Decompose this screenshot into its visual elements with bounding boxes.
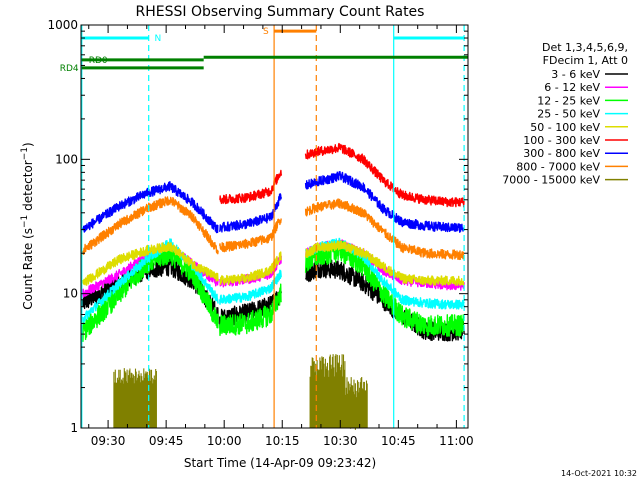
legend-label-3: 25 - 50 keV: [537, 108, 600, 121]
y-axis-label: Count Rate (s−1 detector−1): [20, 142, 35, 309]
y-tick-label-1: 10: [63, 287, 78, 301]
legend-label-1: 6 - 12 keV: [544, 81, 600, 94]
series-line-7: [82, 196, 465, 261]
x-tick-label-6: 11:00: [439, 434, 474, 448]
overlay-layer: N S RD0 RD4: [60, 25, 468, 428]
legend: Det 1,3,4,5,6,9,FDecim 1, Att 03 - 6 keV…: [502, 41, 628, 187]
legend-label-7: 800 - 7000 keV: [516, 160, 600, 173]
x-tick-label-1: 09:45: [149, 434, 184, 448]
legend-label-0: 3 - 6 keV: [551, 68, 600, 81]
y-tick-label-2: 100: [55, 152, 78, 166]
series-line-6: [82, 171, 465, 234]
legend-label-2: 12 - 25 keV: [537, 94, 600, 107]
timestamp: 14-Oct-2021 10:32: [561, 469, 637, 478]
legend-header-0: Det 1,3,4,5,6,9,: [542, 41, 628, 54]
legend-label-8: 7000 - 15000 keV: [502, 174, 600, 187]
y-tick-label-3: 1000: [47, 18, 78, 32]
legend-header-1: FDecim 1, Att 0: [543, 54, 628, 67]
x-tick-label-2: 10:00: [207, 434, 242, 448]
legend-label-5: 100 - 300 keV: [523, 134, 600, 147]
orbit-label-1: S: [263, 27, 269, 37]
chart-title: RHESSI Observing Summary Count Rates: [136, 4, 425, 20]
axes-layer: 09:30 09:45 10:00 10:15 10:30 10:45 11:00 1 10 10…: [47, 18, 473, 448]
orbit-label-3: RD0: [89, 56, 108, 66]
series-line-4: [82, 240, 465, 286]
data-layer: [82, 142, 465, 430]
x-tick-label-4: 10:30: [323, 434, 358, 448]
legend-label-6: 300 - 800 keV: [523, 147, 600, 160]
orbit-label-4: RD4: [60, 64, 79, 74]
olive-count-block-2: [344, 377, 368, 430]
orbit-label-0: N: [155, 34, 162, 44]
series-line-5: [219, 142, 465, 208]
x-axis-label: Start Time (14-Apr-09 09:23:42): [184, 456, 376, 470]
x-tick-label-5: 10:45: [381, 434, 416, 448]
x-tick-label-3: 10:15: [265, 434, 300, 448]
legend-label-4: 50 - 100 keV: [530, 121, 600, 134]
olive-count-block-1: [309, 354, 346, 428]
olive-count-block-0: [113, 368, 157, 428]
plot-frame: [80, 24, 469, 429]
x-tick-label-0: 09:30: [91, 434, 126, 448]
y-tick-label-0: 1: [70, 421, 78, 435]
